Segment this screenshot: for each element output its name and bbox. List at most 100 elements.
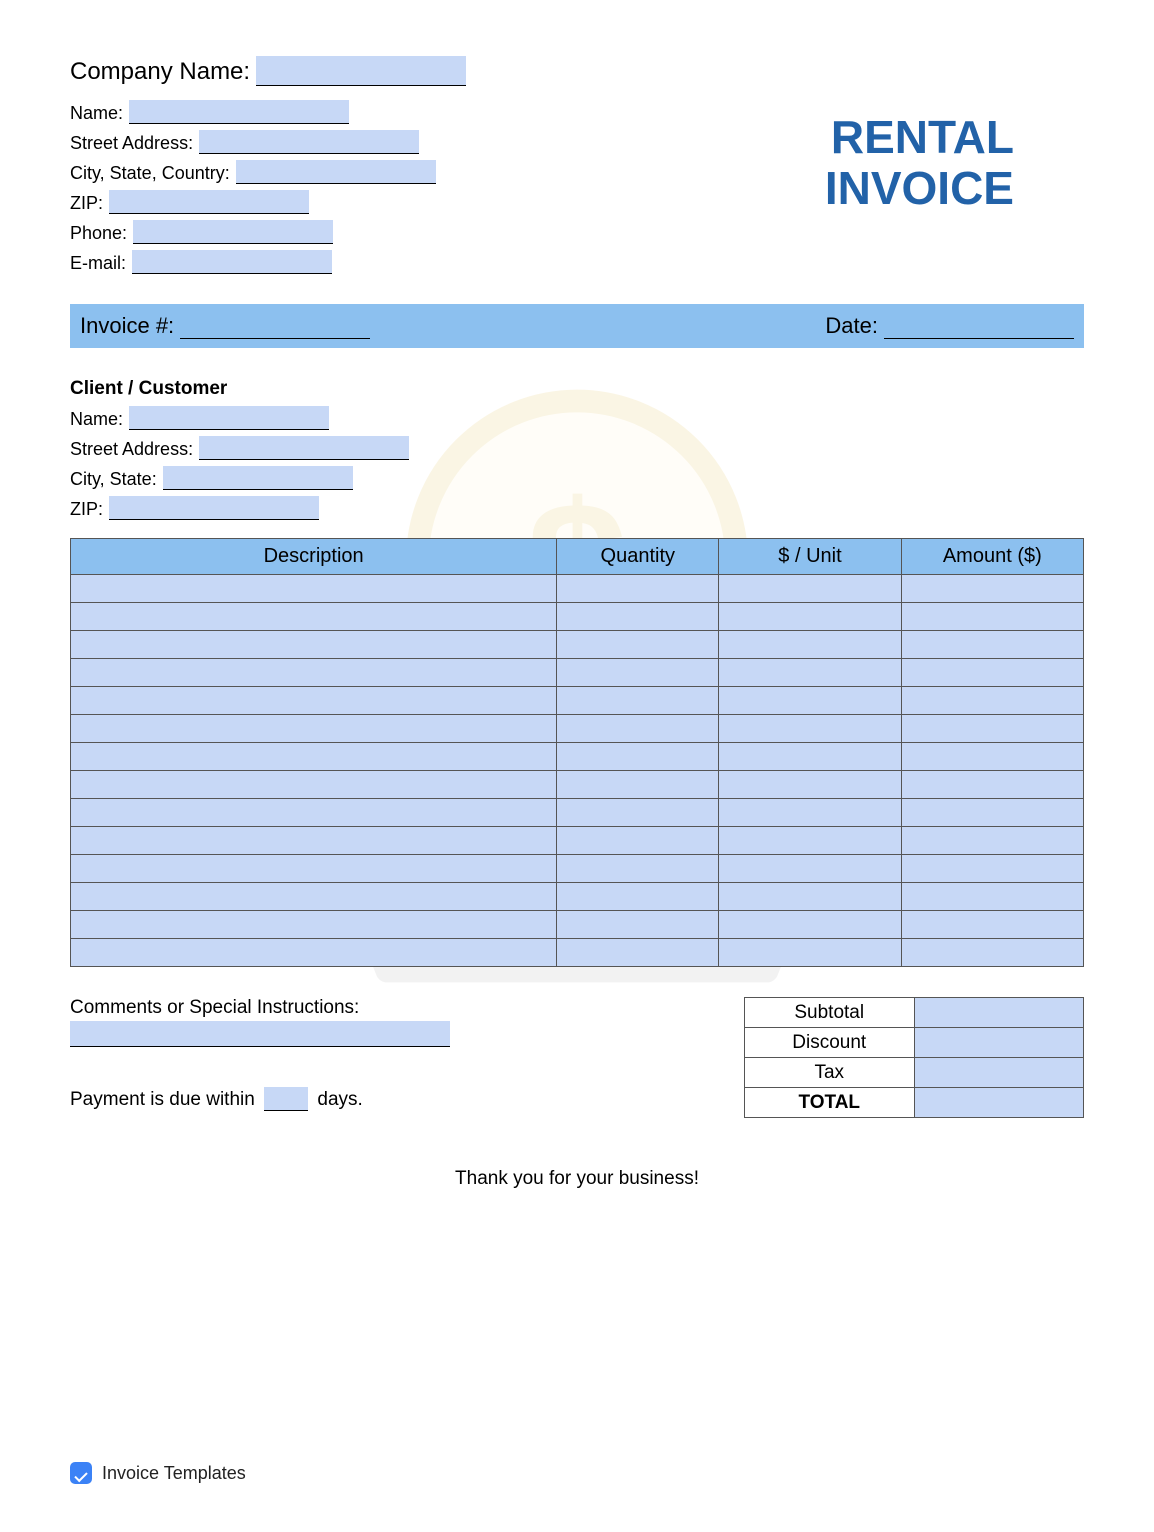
table-row — [71, 743, 1084, 771]
table-cell[interactable] — [557, 659, 719, 687]
table-cell[interactable] — [557, 799, 719, 827]
table-cell[interactable] — [719, 715, 901, 743]
table-cell[interactable] — [719, 631, 901, 659]
table-cell[interactable] — [557, 631, 719, 659]
table-cell[interactable] — [557, 715, 719, 743]
table-cell[interactable] — [719, 743, 901, 771]
table-cell[interactable] — [719, 687, 901, 715]
table-cell[interactable] — [901, 687, 1083, 715]
table-cell[interactable] — [557, 883, 719, 911]
table-cell[interactable] — [557, 939, 719, 967]
table-cell[interactable] — [719, 827, 901, 855]
payment-suffix: days. — [317, 1089, 362, 1110]
table-cell[interactable] — [901, 855, 1083, 883]
table-cell[interactable] — [557, 827, 719, 855]
table-cell[interactable] — [71, 631, 557, 659]
table-cell[interactable] — [557, 771, 719, 799]
table-cell[interactable] — [901, 799, 1083, 827]
table-cell[interactable] — [901, 827, 1083, 855]
totals-value[interactable] — [914, 1088, 1084, 1118]
table-cell[interactable] — [719, 659, 901, 687]
company-field-input[interactable] — [129, 100, 349, 124]
table-cell[interactable] — [71, 687, 557, 715]
table-row — [71, 603, 1084, 631]
client-field-input[interactable] — [109, 496, 319, 520]
table-cell[interactable] — [71, 771, 557, 799]
table-cell[interactable] — [719, 911, 901, 939]
items-table: Description Quantity $ / Unit Amount ($) — [70, 538, 1084, 967]
table-cell[interactable] — [719, 855, 901, 883]
table-cell[interactable] — [719, 575, 901, 603]
table-cell[interactable] — [901, 715, 1083, 743]
client-field-input[interactable] — [199, 436, 409, 460]
table-cell[interactable] — [71, 827, 557, 855]
table-cell[interactable] — [719, 799, 901, 827]
client-field-input[interactable] — [129, 406, 329, 430]
company-name-input[interactable] — [256, 56, 466, 86]
company-field-input[interactable] — [132, 250, 332, 274]
company-field-row: Phone: — [70, 220, 1084, 244]
table-cell[interactable] — [71, 799, 557, 827]
comments-label: Comments or Special Instructions: — [70, 997, 628, 1019]
table-cell[interactable] — [901, 939, 1083, 967]
table-row — [71, 883, 1084, 911]
table-cell[interactable] — [901, 603, 1083, 631]
table-cell[interactable] — [71, 659, 557, 687]
invoice-date-input[interactable] — [884, 313, 1074, 339]
totals-value[interactable] — [914, 1058, 1084, 1088]
client-field-label: ZIP: — [70, 499, 109, 520]
table-cell[interactable] — [71, 939, 557, 967]
table-cell[interactable] — [557, 743, 719, 771]
table-cell[interactable] — [71, 911, 557, 939]
table-row — [71, 771, 1084, 799]
client-field-input[interactable] — [163, 466, 353, 490]
table-cell[interactable] — [557, 603, 719, 631]
table-cell[interactable] — [901, 575, 1083, 603]
company-field-input[interactable] — [236, 160, 436, 184]
company-field-label: E-mail: — [70, 253, 132, 274]
table-cell[interactable] — [71, 603, 557, 631]
totals-value[interactable] — [914, 1028, 1084, 1058]
table-cell[interactable] — [901, 771, 1083, 799]
table-row — [71, 575, 1084, 603]
table-cell[interactable] — [901, 883, 1083, 911]
table-cell[interactable] — [901, 743, 1083, 771]
table-cell[interactable] — [557, 687, 719, 715]
document-title: RENTAL INVOICE — [825, 112, 1014, 213]
table-cell[interactable] — [71, 883, 557, 911]
company-field-label: City, State, Country: — [70, 163, 236, 184]
footer-brand: Invoice Templates — [70, 1462, 246, 1484]
thank-you-text: Thank you for your business! — [70, 1168, 1084, 1190]
payment-due: Payment is due within days. — [70, 1087, 628, 1111]
table-cell[interactable] — [557, 911, 719, 939]
table-cell[interactable] — [901, 659, 1083, 687]
company-field-input[interactable] — [133, 220, 333, 244]
table-cell[interactable] — [719, 939, 901, 967]
totals-value[interactable] — [914, 998, 1084, 1028]
table-row — [71, 939, 1084, 967]
col-description: Description — [71, 539, 557, 575]
table-cell[interactable] — [71, 715, 557, 743]
table-cell[interactable] — [71, 743, 557, 771]
company-field-input[interactable] — [109, 190, 309, 214]
client-field-label: Street Address: — [70, 439, 199, 460]
table-cell[interactable] — [901, 631, 1083, 659]
table-row — [71, 659, 1084, 687]
table-cell[interactable] — [719, 883, 901, 911]
table-cell[interactable] — [71, 855, 557, 883]
client-field-row: ZIP: — [70, 496, 1084, 520]
table-cell[interactable] — [901, 911, 1083, 939]
totals-label: Discount — [745, 1028, 915, 1058]
comments-input[interactable] — [70, 1021, 450, 1047]
table-cell[interactable] — [719, 603, 901, 631]
client-field-label: City, State: — [70, 469, 163, 490]
title-line-2: INVOICE — [825, 163, 1014, 214]
table-cell[interactable] — [557, 575, 719, 603]
table-cell[interactable] — [719, 771, 901, 799]
payment-days-input[interactable] — [264, 1087, 308, 1111]
table-cell[interactable] — [71, 575, 557, 603]
client-field-label: Name: — [70, 409, 129, 430]
invoice-number-input[interactable] — [180, 313, 370, 339]
table-cell[interactable] — [557, 855, 719, 883]
company-field-input[interactable] — [199, 130, 419, 154]
